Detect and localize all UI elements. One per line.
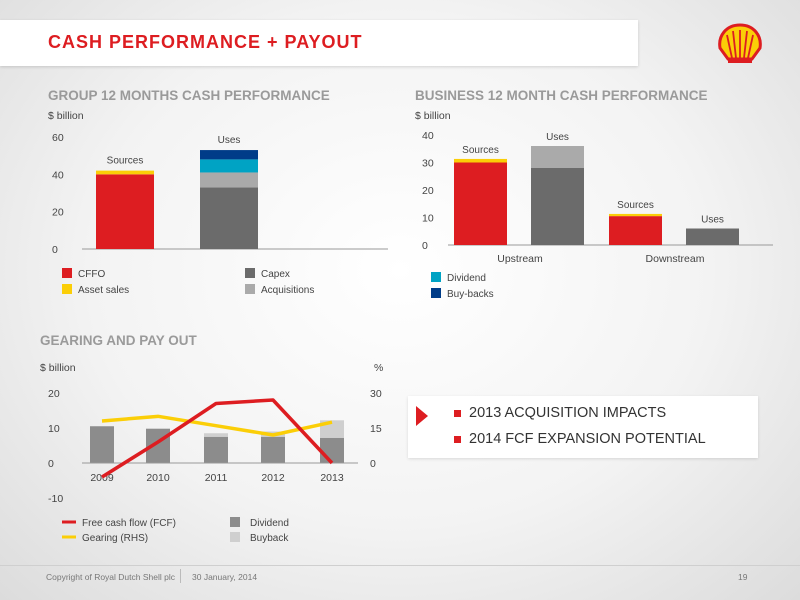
y-tick-label: 10 <box>48 423 60 435</box>
group-chart-ylabel: $ billion <box>48 110 84 122</box>
bar-label: Uses <box>701 215 724 226</box>
bar-segment <box>609 216 662 245</box>
legend-swatch <box>230 532 240 542</box>
x-tick-label: 2011 <box>205 472 228 484</box>
business-chart-title: BUSINESS 12 MONTH CASH PERFORMANCE <box>415 88 708 103</box>
legend-label: Capex <box>261 269 290 280</box>
y-tick-label: 30 <box>422 158 434 170</box>
shell-logo-icon <box>718 23 762 63</box>
legend-label: Dividend <box>250 518 289 529</box>
legend-label: Asset sales <box>78 285 129 296</box>
y-tick-label: 20 <box>422 185 434 197</box>
y-tick-label: 0 <box>422 240 428 252</box>
legend-label: Acquisitions <box>261 285 314 296</box>
business-chart: 0 10 20 30 40 Sources Uses Sources Uses Upstream D… <box>422 130 773 300</box>
bar-segment <box>204 436 228 463</box>
footer-divider <box>0 565 800 566</box>
bar-segment <box>200 150 258 160</box>
legend-swatch <box>431 272 441 282</box>
y-tick-label: -10 <box>48 493 63 505</box>
bar-segment <box>200 159 258 173</box>
legend-label: Buyback <box>250 533 289 544</box>
footer-date: 30 January, 2014 <box>192 572 258 582</box>
legend-swatch <box>62 284 72 294</box>
bar-segment <box>531 146 584 168</box>
group-chart: 0 20 40 60 Sources Uses CFFO Asset sales Capex Ac… <box>52 132 388 296</box>
gearing-chart-y2label: % <box>374 362 384 374</box>
legend-swatch <box>431 288 441 298</box>
callout-item-text: 2014 FCF EXPANSION POTENTIAL <box>469 431 706 447</box>
callout-item: 2013 ACQUISITION IMPACTS <box>454 405 666 421</box>
bar-segment <box>320 437 344 463</box>
legend-swatch <box>245 284 255 294</box>
bar-segment <box>531 168 584 245</box>
legend-label: CFFO <box>78 269 105 280</box>
bullet-icon <box>454 409 461 417</box>
bar-label: Sources <box>107 156 144 167</box>
y-tick-label: 0 <box>52 244 58 256</box>
callout-arrow-icon <box>416 406 428 426</box>
bar-segment <box>204 433 228 437</box>
legend-label: Gearing (RHS) <box>82 533 148 544</box>
business-chart-ylabel: $ billion <box>415 110 451 122</box>
bar-segment <box>90 426 114 463</box>
key-points-callout: 2013 ACQUISITION IMPACTS 2014 FCF EXPANS… <box>408 396 758 458</box>
legend-label: Free cash flow (FCF) <box>82 518 176 529</box>
bar-segment <box>261 436 285 463</box>
bullet-icon <box>454 435 461 443</box>
gearing-chart-ylabel: $ billion <box>40 362 76 374</box>
page-title: CASH PERFORMANCE + PAYOUT <box>48 32 363 52</box>
footer-separator <box>180 569 181 583</box>
fcf-line <box>101 398 334 479</box>
group-label: Upstream <box>497 253 543 265</box>
legend-swatch <box>230 517 240 527</box>
y-tick-label: 10 <box>422 213 434 225</box>
y2-tick-label: 0 <box>370 458 376 470</box>
y2-tick-label: 30 <box>370 388 382 400</box>
bar-segment <box>454 162 507 245</box>
bar-segment <box>96 174 154 249</box>
group-label: Downstream <box>646 253 705 265</box>
legend-swatch <box>245 268 255 278</box>
title-bar: CASH PERFORMANCE + PAYOUT <box>0 20 638 66</box>
footer-copyright: Copyright of Royal Dutch Shell plc <box>46 572 175 582</box>
legend-swatch <box>62 268 72 278</box>
bar-segment <box>200 172 258 188</box>
bar-label: Sources <box>617 200 654 211</box>
bar-segment <box>96 170 154 175</box>
gearing-chart-title: GEARING AND PAY OUT <box>40 333 197 348</box>
y-tick-label: 40 <box>52 169 64 181</box>
x-tick-label: 2013 <box>320 472 344 484</box>
x-tick-label: 2010 <box>146 472 170 484</box>
bar-label: Uses <box>546 132 569 143</box>
y-tick-label: 20 <box>48 388 60 400</box>
y-tick-label: 20 <box>52 207 64 219</box>
bar-segment <box>686 228 739 245</box>
page-number: 19 <box>738 572 748 582</box>
legend-label: Buy-backs <box>447 289 494 300</box>
legend-label: Dividend <box>447 273 486 284</box>
callout-item: 2014 FCF EXPANSION POTENTIAL <box>454 431 706 447</box>
y-tick-label: 60 <box>52 132 64 144</box>
x-tick-label: 2012 <box>261 472 285 484</box>
bar-label: Sources <box>462 145 499 156</box>
y2-tick-label: 15 <box>370 423 382 435</box>
y-tick-label: 0 <box>48 458 54 470</box>
y-tick-label: 40 <box>422 130 434 142</box>
bar-segment <box>200 187 258 249</box>
bar-segment <box>454 158 507 163</box>
gearing-line <box>101 414 333 437</box>
callout-item-text: 2013 ACQUISITION IMPACTS <box>469 405 667 421</box>
bar-label: Uses <box>218 135 241 146</box>
bar-segment <box>609 213 662 217</box>
group-chart-title: GROUP 12 MONTHS CASH PERFORMANCE <box>48 88 330 103</box>
